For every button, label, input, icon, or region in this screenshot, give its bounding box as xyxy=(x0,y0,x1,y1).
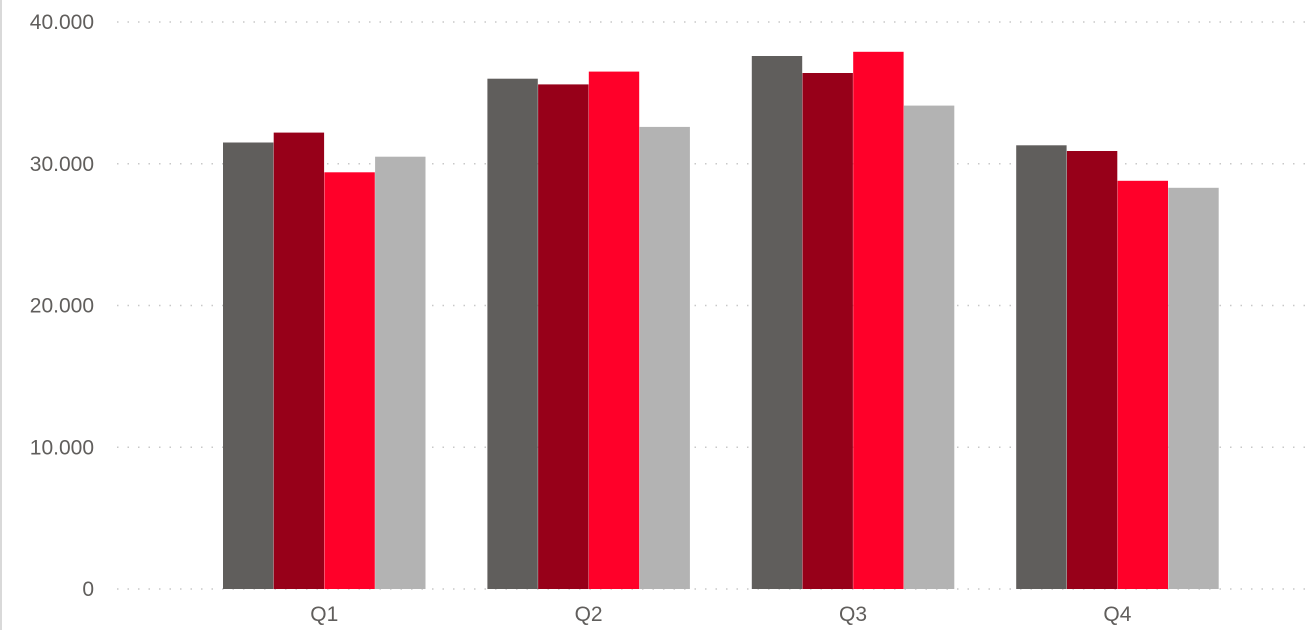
x-tick-label: Q4 xyxy=(1103,603,1131,626)
bar-q2-series-1[interactable] xyxy=(487,78,538,589)
bar-q4-series-4[interactable] xyxy=(1168,187,1219,590)
bar-q3-series-3[interactable] xyxy=(853,51,904,590)
bar-q4-series-3[interactable] xyxy=(1117,180,1168,590)
bar-q3-series-4[interactable] xyxy=(903,105,955,589)
bar-q2-series-2[interactable] xyxy=(538,84,589,590)
bar-q3-series-1[interactable] xyxy=(751,56,803,589)
y-tick-label: 0 xyxy=(82,578,94,601)
bar-q1-series-4[interactable] xyxy=(375,156,426,589)
bars xyxy=(223,51,1219,590)
y-tick-label: 40.000 xyxy=(30,11,94,34)
y-tick-label: 20.000 xyxy=(30,295,94,318)
y-tick-label: 30.000 xyxy=(30,153,94,176)
bar-q4-series-1[interactable] xyxy=(1016,145,1067,590)
bar-q2-series-3[interactable] xyxy=(588,71,640,590)
bar-q1-series-1[interactable] xyxy=(223,142,274,590)
x-tick-label: Q1 xyxy=(310,603,338,626)
bar-q4-series-2[interactable] xyxy=(1066,151,1118,589)
bar-q1-series-3[interactable] xyxy=(324,172,375,590)
x-axis: Q1 Q2 Q3 Q4 xyxy=(310,603,1131,626)
y-axis: 0 10.000 20.000 30.000 40.000 xyxy=(30,11,94,601)
y-tick-label: 10.000 xyxy=(30,436,94,459)
bar-q2-series-4[interactable] xyxy=(639,126,690,590)
bar-q1-series-2[interactable] xyxy=(273,132,325,589)
x-tick-label: Q2 xyxy=(575,603,603,626)
x-tick-label: Q3 xyxy=(839,603,867,626)
bar-q3-series-2[interactable] xyxy=(802,73,853,589)
